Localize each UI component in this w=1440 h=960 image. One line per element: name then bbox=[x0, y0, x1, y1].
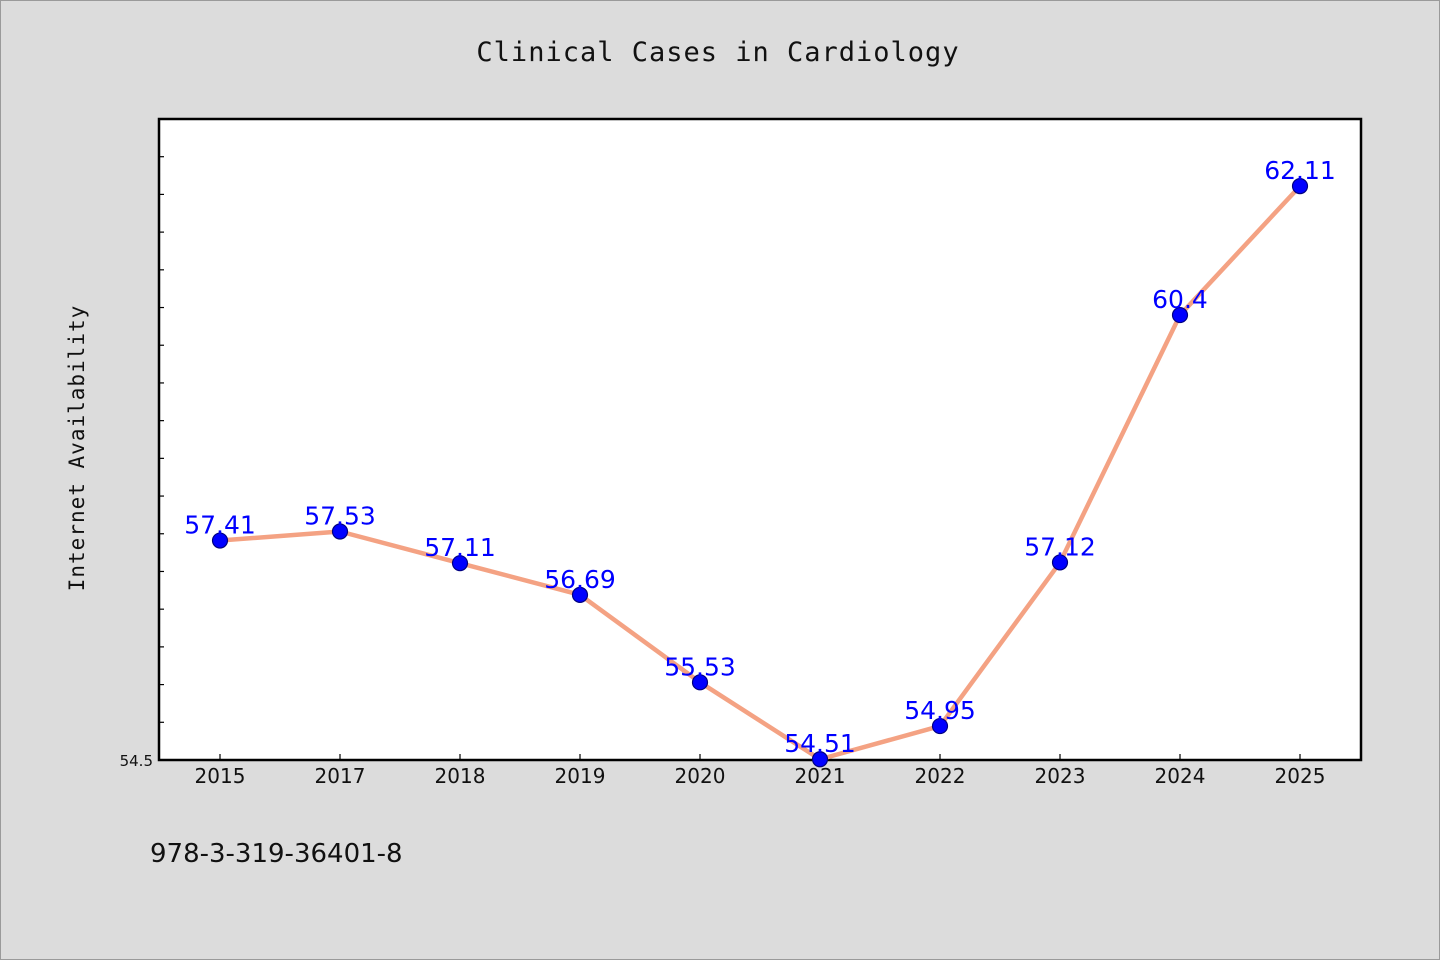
data-point bbox=[211, 532, 229, 549]
chart-title: Clinical Cases in Cardiology bbox=[476, 37, 959, 68]
data-label: 55.53 bbox=[664, 652, 736, 681]
x-tick-label: 2019 bbox=[555, 764, 606, 788]
series-layer bbox=[211, 178, 1309, 768]
data-label: 60.4 bbox=[1152, 285, 1208, 314]
data-point bbox=[331, 523, 349, 540]
series-line bbox=[217, 183, 1303, 762]
x-tick-label: 2022 bbox=[915, 764, 966, 788]
x-tick-label: 2015 bbox=[195, 764, 246, 788]
data-label: 57.12 bbox=[1024, 532, 1096, 561]
y-axis-label: Internet Availability bbox=[65, 305, 89, 592]
data-label: 56.69 bbox=[544, 565, 616, 594]
data-point bbox=[451, 555, 469, 572]
data-point bbox=[1051, 554, 1069, 571]
data-point bbox=[571, 586, 589, 603]
data-label: 57.53 bbox=[304, 502, 376, 531]
data-point bbox=[1171, 306, 1189, 324]
data-label: 62.11 bbox=[1264, 156, 1336, 185]
y-tick-label: 54.5 bbox=[120, 752, 153, 770]
x-tick-label: 2021 bbox=[795, 764, 846, 788]
data-label: 54.95 bbox=[904, 696, 976, 725]
data-label: 57.11 bbox=[424, 533, 496, 562]
data-point bbox=[691, 674, 709, 691]
data-label: 57.41 bbox=[184, 511, 256, 540]
data-labels: 57.41 57.53 57.11 56.69 55.53 54.51 54.95 57.12… bbox=[184, 156, 1336, 758]
data-label: 54.51 bbox=[784, 729, 856, 758]
y-axis-ticks: 54.5 bbox=[120, 118, 164, 770]
x-tick-label: 2020 bbox=[675, 764, 726, 788]
data-point bbox=[811, 751, 829, 768]
x-axis-ticks: 2015 2017 2018 2019 2020 2021 2022 2023 2024 2025 bbox=[195, 754, 1326, 788]
x-tick-label: 2024 bbox=[1155, 764, 1206, 788]
data-point bbox=[931, 717, 949, 735]
x-tick-label: 2025 bbox=[1275, 764, 1326, 788]
x-tick-label: 2018 bbox=[435, 764, 486, 788]
footer-isbn-text: 978-3-319-36401-8 bbox=[150, 839, 403, 869]
x-tick-label: 2023 bbox=[1035, 764, 1086, 788]
data-point bbox=[1291, 178, 1309, 195]
x-tick-label: 2017 bbox=[315, 764, 366, 788]
plot-area bbox=[157, 117, 1363, 762]
